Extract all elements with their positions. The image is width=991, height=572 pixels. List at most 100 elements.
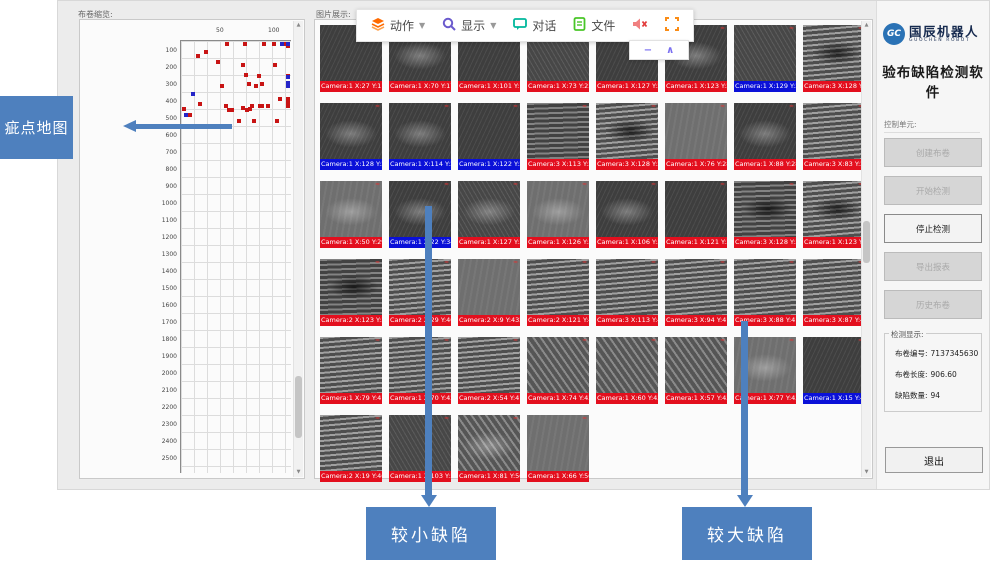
exit-button[interactable]: 退出 xyxy=(885,447,983,473)
defect-mark-icon: ≈ xyxy=(374,259,380,266)
control-button[interactable]: 历史布卷 xyxy=(884,290,982,319)
info-box-title: 检测显示: xyxy=(889,329,926,340)
y-tick-label: 1200 xyxy=(161,234,177,241)
dialog-button[interactable]: 对话 xyxy=(513,17,556,34)
control-button[interactable]: 停止检测 xyxy=(884,214,982,243)
control-button[interactable]: 创建布卷 xyxy=(884,138,982,167)
defect-image: ≈ xyxy=(665,259,727,315)
defect-tile[interactable]: ≈ Camera:1 X:103 Y:501 xyxy=(389,415,451,482)
defect-tile[interactable]: ≈ Camera:3 X:94 Y:411 xyxy=(665,259,727,326)
tile-label: Camera:2 X:9 Y:432 xyxy=(458,315,520,326)
defect-point xyxy=(225,42,230,46)
defect-tile[interactable]: ≈ Camera:1 X:15 Y:463 xyxy=(803,337,865,404)
defect-tile[interactable]: ≈ Camera:1 X:76 Y:284 xyxy=(665,103,727,170)
tile-label: Camera:1 X:123 Y:242 xyxy=(665,81,727,92)
collapse-up-button[interactable]: ∧ xyxy=(666,44,675,56)
defect-tile[interactable]: ≈ Camera:3 X:128 Y:278 xyxy=(596,103,658,170)
tile-label: Camera:2 X:121 Y:411 xyxy=(527,315,589,326)
y-tick-label: 100 xyxy=(165,47,177,54)
defect-tile[interactable]: ≈ Camera:3 X:128 Y:371 xyxy=(734,181,796,248)
tile-label: Camera:1 X:123 Y:371 xyxy=(803,237,865,248)
defect-tile[interactable]: ≈ Camera:1 X:126 Y:373 xyxy=(527,181,589,248)
defect-tile[interactable]: ≈ Camera:3 X:113 Y:278 xyxy=(527,103,589,170)
defect-tile[interactable]: ≈ Camera:1 X:60 Y:434 xyxy=(596,337,658,404)
defect-tile[interactable]: ≈ Camera:3 X:113 Y:411 xyxy=(596,259,658,326)
defect-image: ≈ xyxy=(389,337,451,393)
tile-label: Camera:1 X:57 Y:434 xyxy=(665,393,727,404)
defect-tile[interactable]: ≈ Camera:1 X:128 Y:276 xyxy=(320,103,382,170)
chat-bubble-icon xyxy=(513,17,528,34)
defect-tile[interactable]: ≈ Camera:1 X:106 Y:373 xyxy=(596,181,658,248)
defect-image: ≈ xyxy=(596,103,658,159)
defect-tile[interactable]: ≈ Camera:1 X:129 Y:242 xyxy=(734,25,796,92)
gallery-scroll-thumb[interactable] xyxy=(863,221,870,263)
scroll-down-icon[interactable]: ▼ xyxy=(864,469,869,475)
defect-tile[interactable]: ≈ Camera:3 X:87 Y:411 xyxy=(803,259,865,326)
map-scrollbar[interactable]: ▲ ▼ xyxy=(293,21,303,477)
control-button[interactable]: 导出报表 xyxy=(884,252,982,281)
file-button[interactable]: 文件 xyxy=(573,17,615,34)
defect-tile[interactable]: ≈ Camera:2 X:121 Y:411 xyxy=(527,259,589,326)
tile-label: Camera:3 X:94 Y:411 xyxy=(665,315,727,326)
defect-tile[interactable]: ≈ Camera:3 X:88 Y:411 xyxy=(734,259,796,326)
scroll-up-icon[interactable]: ▲ xyxy=(296,22,301,28)
defect-map-plot[interactable]: 50 100 xyxy=(180,27,291,473)
defect-tile[interactable]: ≈ Camera:1 X:127 Y:373 xyxy=(458,181,520,248)
scroll-up-icon[interactable]: ▲ xyxy=(864,22,869,28)
defect-point xyxy=(240,105,245,110)
defect-mark-icon: ≈ xyxy=(512,415,518,422)
defect-tile[interactable]: ≈ Camera:1 X:70 Y:421 xyxy=(389,337,451,404)
defect-tile[interactable]: ≈ Camera:1 X:88 Y:284 xyxy=(734,103,796,170)
tile-label: Camera:1 X:22 Y:342 xyxy=(389,237,451,248)
defect-tile[interactable]: ≈Camera:3 X:128 Y:242 xyxy=(803,25,865,92)
tile-label: Camera:3 X:87 Y:411 xyxy=(803,315,865,326)
defect-tile[interactable]: ≈ Camera:1 X:121 Y:373 xyxy=(665,181,727,248)
defect-image: ≈ xyxy=(320,415,382,471)
defect-tile[interactable]: ≈ Camera:1 X:122 Y:276 xyxy=(458,103,520,170)
tile-label: Camera:1 X:121 Y:373 xyxy=(665,237,727,248)
defect-tile[interactable]: ≈ Camera:2 X:123 Y:371 xyxy=(320,259,382,326)
tile-label: Camera:3 X:113 Y:278 xyxy=(527,159,589,170)
tile-label: Camera:1 X:103 Y:501 xyxy=(389,471,451,482)
fullscreen-button[interactable] xyxy=(665,17,680,34)
defect-tile[interactable]: ≈ Camera:2 X:9 Y:432 xyxy=(458,259,520,326)
tile-label: Camera:1 X:79 Y:411 xyxy=(320,393,382,404)
defect-tile[interactable]: ≈ Camera:1 X:74 Y:433 xyxy=(527,337,589,404)
map-scroll-thumb[interactable] xyxy=(295,376,302,438)
defect-point xyxy=(182,107,186,112)
map-panel-title: 布卷缩览: xyxy=(78,10,113,19)
defect-tile[interactable]: ≈ Camera:1 X:81 Y:501 xyxy=(458,415,520,482)
defect-point xyxy=(257,74,262,79)
defect-point xyxy=(259,82,264,87)
tile-grid: ≈ Camera:1 X:27 Y:119 ≈ Camera:1 X:70 Y:172… xyxy=(320,25,865,482)
mute-button[interactable] xyxy=(632,17,648,34)
defect-tile[interactable]: ≈ Camera:2 X:19 Y:464 xyxy=(320,415,382,482)
tile-label: Camera:1 X:50 Y:293 xyxy=(320,237,382,248)
defect-mark-icon: ≈ xyxy=(719,337,725,344)
defect-image: ≈ xyxy=(389,181,451,237)
control-button[interactable]: 开始检测 xyxy=(884,176,982,205)
action-menu[interactable]: 动作 ▼ xyxy=(371,17,425,34)
defect-tile[interactable]: ≈ Camera:1 X:66 Y:502 xyxy=(527,415,589,482)
defect-image: ≈ xyxy=(803,259,865,315)
defect-tile[interactable]: ≈ Camera:3 X:83 Y:292 xyxy=(803,103,865,170)
minimize-button[interactable]: − xyxy=(643,44,653,56)
defect-tile[interactable]: ≈ Camera:1 X:50 Y:293 xyxy=(320,181,382,248)
defect-tile[interactable]: ≈ Camera:1 X:79 Y:411 xyxy=(320,337,382,404)
y-tick-label: 600 xyxy=(165,132,177,139)
defect-image: ≈ xyxy=(458,181,520,237)
defect-tile[interactable]: ≈ Camera:2 X:54 Y:411 xyxy=(458,337,520,404)
defect-tile[interactable]: ≈ Camera:1 X:114 Y:276 xyxy=(389,103,451,170)
defect-tile[interactable]: ≈Camera:1 X:123 Y:371 xyxy=(803,181,865,248)
gallery-scrollbar[interactable]: ▲ ▼ xyxy=(861,21,871,477)
defect-point xyxy=(286,75,290,80)
tile-label: Camera:1 X:129 Y:242 xyxy=(734,81,796,92)
defect-tile[interactable]: ≈ Camera:2 X:29 Y:402 xyxy=(389,259,451,326)
tile-label: Camera:3 X:128 Y:278 xyxy=(596,159,658,170)
view-menu[interactable]: 显示 ▼ xyxy=(442,17,496,34)
defect-point xyxy=(198,102,203,107)
defect-tile[interactable]: ≈ Camera:1 X:57 Y:434 xyxy=(665,337,727,404)
tile-label: Camera:1 X:74 Y:433 xyxy=(527,393,589,404)
scroll-down-icon[interactable]: ▼ xyxy=(296,469,301,475)
defect-tile[interactable]: ≈ Camera:1 X:22 Y:342 xyxy=(389,181,451,248)
